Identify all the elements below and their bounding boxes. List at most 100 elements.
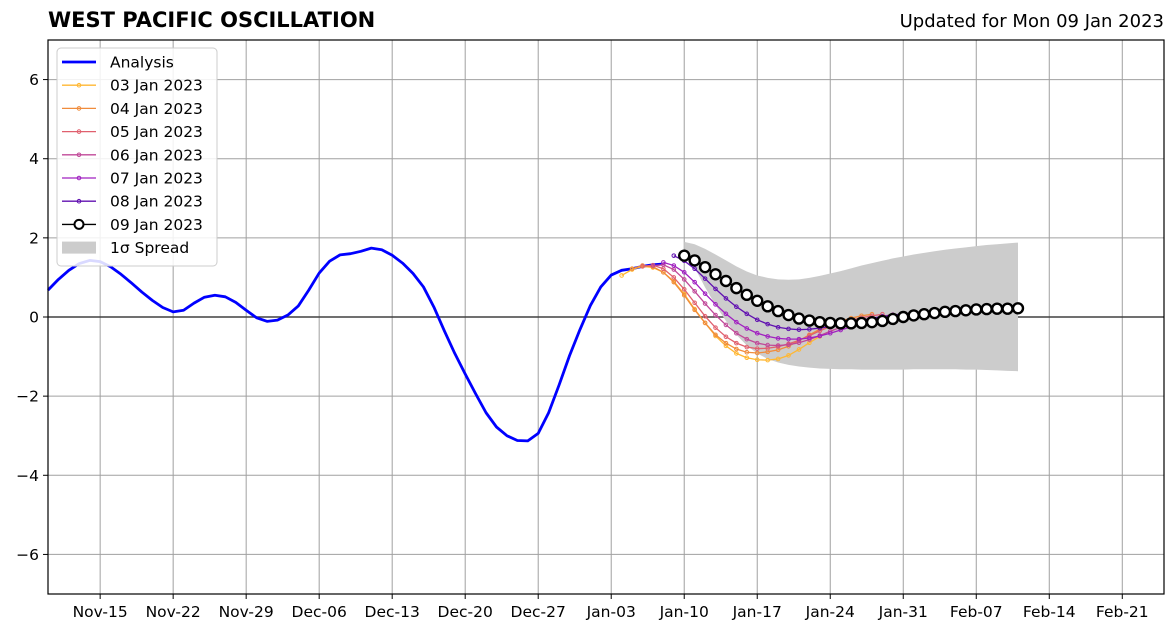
spread-layer (684, 241, 1018, 372)
forecast-point (702, 276, 708, 281)
forecast-point (792, 312, 806, 325)
axis-layer: Nov-15 Nov-22 Nov-29 Dec-06 Dec-13 Dec-20 Dec-… (16, 39, 1165, 621)
forecast-point (844, 317, 858, 330)
forecast-point (897, 310, 910, 324)
x-tick-label: Nov-29 (219, 603, 274, 621)
x-tick-label: Feb-14 (1023, 603, 1076, 621)
legend-label: 03 Jan 2023 (110, 77, 203, 95)
series-layer (46, 246, 1025, 443)
forecast-point (709, 268, 722, 281)
forecast-point (834, 317, 847, 330)
forecast-point (990, 302, 1004, 315)
forecast-point (723, 343, 729, 349)
plot-frame (47, 39, 1165, 595)
grid-layer (48, 40, 1164, 594)
y-tick-label: 4 (29, 150, 39, 168)
x-tick-label: Jan-17 (732, 603, 782, 621)
forecast-point (786, 353, 791, 358)
forecast-point (619, 273, 624, 278)
y-tick-label: 2 (29, 229, 39, 247)
forecast-point (1001, 302, 1014, 315)
forecast-point (734, 330, 739, 336)
forecast-point (938, 305, 952, 319)
y-tick-label: −6 (16, 546, 39, 564)
forecast-point (723, 311, 729, 317)
legend-label: 1σ Spread (110, 239, 189, 257)
y-tick-label: 0 (29, 309, 39, 327)
forecast-point (796, 327, 802, 332)
forecast-point (865, 315, 879, 329)
forecast-point (723, 340, 729, 346)
forecast-point (734, 304, 739, 310)
legend-label: 08 Jan 2023 (110, 193, 203, 211)
forecast-point (803, 314, 816, 327)
forecast-point (692, 279, 697, 285)
forecast-point (786, 326, 791, 332)
forecast-point (650, 263, 656, 268)
forecast-point (928, 306, 941, 320)
forecast-point (702, 301, 708, 306)
forecast-point (744, 336, 750, 342)
legend-label: 07 Jan 2023 (110, 170, 203, 188)
y-tick-label: 6 (29, 71, 39, 89)
forecast-point (744, 326, 750, 331)
chart-title: WEST PACIFIC OSCILLATION (48, 8, 376, 32)
forecast-point (824, 316, 837, 330)
forecast-point (775, 324, 781, 330)
legend-label: 06 Jan 2023 (110, 146, 203, 164)
forecast-point (713, 332, 718, 338)
forecast-point (817, 333, 823, 339)
forecast-point (671, 279, 677, 285)
forecast-point (678, 249, 691, 262)
forecast-point (723, 322, 729, 328)
forecast-point (723, 334, 729, 340)
forecast-point (681, 277, 687, 282)
forecast-point (744, 349, 750, 355)
x-tick-label: Feb-21 (1096, 603, 1149, 621)
forecast-point (754, 317, 760, 323)
x-tick-label: Dec-06 (292, 603, 347, 621)
forecast-point (671, 275, 677, 280)
forecast-point (698, 260, 712, 274)
forecast-point (949, 304, 962, 318)
forecast-point (702, 313, 708, 319)
x-tick-label: Nov-22 (146, 603, 201, 621)
x-tick-label: Jan-10 (659, 603, 709, 621)
forecast-point (761, 300, 774, 313)
forecast-point (765, 334, 770, 339)
chart-subtitle: Updated for Mon 09 Jan 2023 (899, 11, 1164, 32)
forecast-point (734, 346, 739, 352)
x-tick-label: Feb-07 (950, 603, 1003, 621)
legend-label: Analysis (110, 54, 174, 72)
forecast-point (765, 342, 770, 348)
legend-swatch-marker (76, 175, 82, 181)
forecast-point (751, 294, 764, 307)
forecast-point (713, 312, 718, 318)
legend: Analysis 03 Jan 2023 04 Jan 2023 05 Jan 202… (56, 47, 218, 267)
legend-label: 09 Jan 2023 (110, 216, 203, 234)
legend-swatch-marker (76, 152, 82, 158)
x-tick-label: Jan-24 (805, 603, 855, 621)
forecast-point (681, 287, 687, 292)
forecast-point (775, 343, 781, 348)
forecast-point (692, 266, 697, 272)
forecast-point (671, 263, 677, 268)
forecast-point (980, 302, 993, 316)
forecast-point (681, 292, 687, 298)
forecast-point (970, 303, 983, 316)
forecast-point (754, 357, 760, 363)
legend-swatch-marker (76, 198, 82, 204)
forecast-point (775, 356, 781, 362)
analysis-line (46, 246, 664, 443)
forecast-point (813, 315, 827, 329)
spread-band (684, 241, 1018, 372)
forecast-point (744, 355, 750, 361)
forecast-point (782, 308, 795, 322)
forecast-point (876, 314, 889, 328)
x-tick-label: Dec-27 (511, 603, 566, 621)
forecast-point (807, 326, 812, 332)
forecast-point (855, 316, 868, 330)
x-tick-label: Jan-03 (586, 603, 636, 621)
x-tick-label: Nov-15 (73, 603, 128, 621)
